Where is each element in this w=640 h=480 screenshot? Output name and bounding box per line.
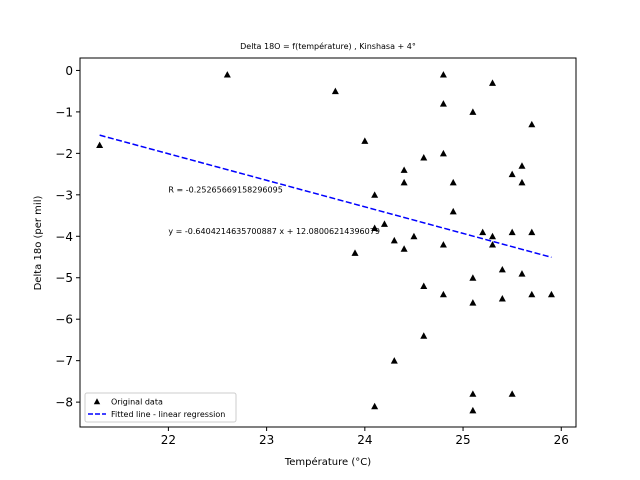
data-point: [351, 249, 359, 256]
data-point: [518, 178, 526, 186]
data-point: [489, 241, 497, 248]
data-point: [400, 245, 408, 252]
data-point: [508, 228, 516, 236]
plot-area: 22 23 24 25 26 0 −1 −2 −3 −4 −5 −6 −7 −8 R = -0.252656…: [55, 57, 577, 447]
data-point: [498, 294, 506, 302]
data-point: [469, 299, 477, 306]
x-tick-label: 26: [554, 433, 569, 447]
legend-box: [84, 392, 237, 423]
x-tick-label: 23: [259, 433, 274, 447]
data-point: [439, 241, 447, 248]
y-tick-label: −5: [55, 271, 73, 285]
y-tick-label: 0: [65, 64, 73, 78]
data-point: [508, 170, 516, 178]
data-point: [420, 332, 428, 339]
axes-frame: [79, 57, 577, 428]
data-point: [420, 282, 428, 290]
data-point: [528, 290, 536, 298]
y-tick-label: −4: [55, 230, 73, 244]
data-point: [528, 120, 536, 128]
data-point: [479, 228, 487, 236]
y-tick-label: −3: [55, 188, 73, 202]
y-tick-label: −7: [55, 354, 73, 368]
annotation: R = -0.25265669158296095: [168, 186, 282, 195]
data-point: [449, 178, 457, 186]
data-point: [420, 154, 428, 161]
x-axis-label: Température (°C): [284, 456, 371, 468]
data-point: [223, 71, 231, 78]
legend: Original data Fitted line - linear regres…: [84, 392, 237, 423]
data-point: [390, 236, 398, 244]
data-point: [547, 290, 555, 298]
data-point: [361, 137, 369, 144]
annotation: y = -0.6404214635700887 x + 12.080062143…: [168, 227, 380, 236]
data-point: [489, 79, 497, 86]
data-point: [469, 406, 477, 414]
data-point: [371, 191, 379, 198]
y-tick-label: −6: [55, 313, 73, 327]
y-tick-label: −8: [55, 396, 73, 410]
fitted-line: [99, 134, 552, 259]
data-point: [508, 390, 516, 397]
data-point: [498, 265, 506, 273]
data-point: [449, 207, 457, 215]
data-point: [331, 87, 339, 95]
y-tick-label: −2: [55, 147, 73, 161]
data-point: [371, 224, 379, 231]
data-point: [469, 390, 477, 397]
data-point: [400, 178, 408, 186]
legend-label-line: Fitted line - linear regression: [111, 410, 225, 419]
data-point: [518, 270, 526, 277]
data-point: [439, 100, 447, 107]
x-tick-label: 25: [455, 433, 470, 447]
legend-label-scatter: Original data: [111, 398, 163, 407]
data-point: [390, 357, 398, 364]
legend-marker-scatter: [93, 398, 101, 405]
data-point: [528, 228, 536, 236]
data-point: [489, 232, 497, 240]
data-point: [400, 166, 408, 173]
x-tick-label: 22: [161, 433, 176, 447]
data-point: [469, 274, 477, 281]
x-tick-label: 24: [357, 433, 372, 447]
data-point: [410, 232, 418, 240]
data-point: [439, 149, 447, 157]
data-point: [96, 141, 104, 149]
chart-title: Delta 18O = f(température) , Kinshasa + …: [240, 41, 416, 51]
data-point: [439, 71, 447, 78]
data-point: [371, 402, 379, 410]
data-point: [439, 290, 447, 298]
data-point: [380, 220, 388, 227]
data-point: [518, 162, 526, 169]
y-axis-label: Delta 18o (per mil): [33, 196, 44, 291]
data-point: [469, 108, 477, 115]
y-tick-label: −1: [55, 105, 73, 119]
